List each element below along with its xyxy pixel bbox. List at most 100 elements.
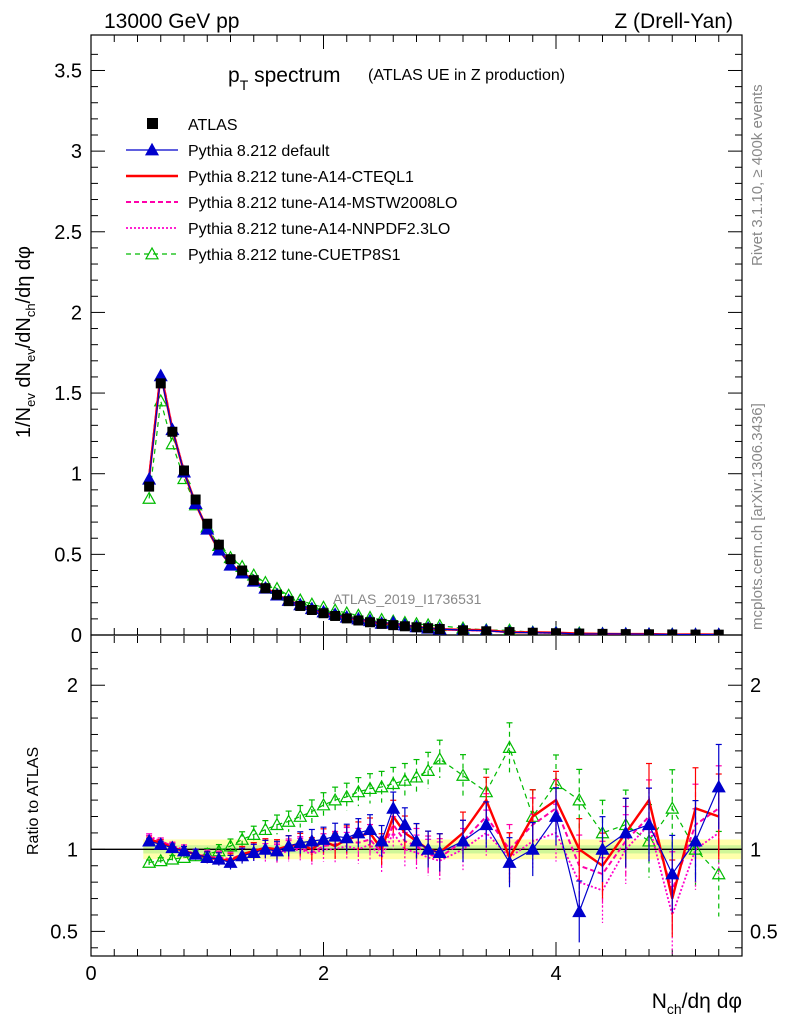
ratio-marker-1 [421,842,436,855]
ratio-marker-5 [409,769,424,783]
svg-text:1/Nev dNev/dNch/dη dφ: 1/Nev dNev/dNch/dη dφ [13,246,38,438]
y-tick-label: 2.5 [54,222,82,244]
ratio-marker-5 [665,801,680,814]
legend-label-1: Pythia 8.212 default [188,143,330,160]
atlas-point [248,575,259,586]
ratio-marker-5 [269,817,285,831]
atlas-point [527,627,538,635]
axes: 0 2 4 0 0.5 1 1.5 2 2.5 3 3.5 0.5 0.5 1 1 2 2 [50,35,778,985]
ratio-marker-1 [397,817,412,831]
y-axis-label: 1/Nev dNev/dNch/dη dφ [13,246,38,438]
ratio-series [142,722,726,954]
atlas-point [376,618,387,629]
y-tick-label: 3 [71,141,82,163]
ratio-y-axis-label: Ratio to ATLAS [25,747,42,855]
ratio-y-tick-label-right: 2 [750,675,761,697]
ratio-marker-5 [235,832,250,845]
atlas-point [353,615,364,626]
atlas-point [225,554,236,565]
ratio-y-tick-label-right: 1 [750,839,761,861]
ratio-marker-5 [386,776,401,790]
ratio-marker-5 [351,784,366,798]
ratio-marker-1 [595,842,610,855]
ratio-marker-5 [165,851,180,865]
atlas-point [667,629,678,635]
y-tick-label: 1.5 [54,383,82,405]
ratio-marker-1 [153,837,168,850]
ratio-marker-1 [281,838,296,852]
ratio-y-tick-label: 2 [67,675,78,697]
ratio-panel-frame [90,634,743,957]
main-marker-1 [223,558,238,571]
ratio-marker-1 [479,817,494,831]
atlas-point [690,629,701,635]
ratio-marker-1 [328,828,343,842]
ratio-marker-5 [397,773,412,786]
atlas-point [434,624,445,635]
atlas-point [167,426,178,437]
ratio-line-5 [149,746,720,875]
ratio-marker-1 [200,850,215,863]
ratio-marker-1 [618,825,633,839]
ratio-marker-5 [153,853,168,867]
ratio-marker-5 [421,763,436,776]
atlas-point [504,627,515,635]
main-series [142,368,724,635]
ratio-marker-1 [188,847,203,860]
ratio-marker-1 [246,845,261,859]
atlas-point [620,629,631,635]
atlas-point [388,620,399,631]
ratio-y-tick-label: 0.5 [50,921,78,943]
ratio-marker-5 [711,866,726,880]
y-tick-label: 2 [71,302,82,324]
atlas-point [213,539,224,550]
legend-marker-atlas [147,118,158,129]
analysis-label: ATLAS_2019_I1736531 [333,591,482,607]
process-label: Z (Drell-Yan) [614,10,733,33]
ratio-marker-5 [374,779,389,793]
atlas-point [144,481,155,492]
atlas-point [295,600,306,611]
ratio-marker-1 [269,843,285,857]
x-tick-label: 2 [318,963,329,985]
atlas-point [713,629,724,635]
ratio-marker-1 [235,848,250,862]
ratio-marker-5 [362,781,378,795]
ratio-marker-5 [339,789,354,803]
atlas-point [237,565,248,576]
legend-marker-1 [144,142,160,156]
ratio-marker-1 [525,842,540,855]
ratio-marker-1 [688,833,703,847]
atlas-point [551,628,561,635]
atlas-point [260,583,271,594]
mcplots-label: mcplots.cern.ch [arXiv:1306.3436] [749,403,766,630]
y-tick-label: 1 [71,464,82,486]
ratio-marker-1 [409,833,424,847]
ratio-marker-1 [258,842,273,855]
legend-label-0: ATLAS [188,117,238,134]
atlas-point [423,623,434,634]
ratio-marker-5 [246,827,261,840]
ratio-marker-1 [142,833,157,847]
ratio-marker-5 [223,838,238,852]
ratio-marker-1 [548,809,564,822]
ratio-marker-1 [641,817,657,831]
atlas-point [202,518,213,529]
atlas-point [190,494,201,505]
legend-label-5: Pythia 8.212 tune-CUETP8S1 [188,247,401,264]
ratio-marker-5 [176,850,192,863]
ratio-marker-1 [711,779,726,793]
ratio-marker-5 [328,792,343,806]
atlas-point [458,625,468,635]
atlas-point [179,465,189,476]
plot-title: pT spectrum [228,64,340,93]
ratio-marker-5 [304,804,319,817]
ratio-marker-5 [293,809,308,822]
atlas-point [399,621,410,632]
ratio-marker-1 [386,801,401,814]
ratio-marker-5 [316,797,331,811]
ratio-marker-5 [432,751,447,765]
ratio-marker-5 [502,740,517,753]
atlas-point [365,617,375,628]
